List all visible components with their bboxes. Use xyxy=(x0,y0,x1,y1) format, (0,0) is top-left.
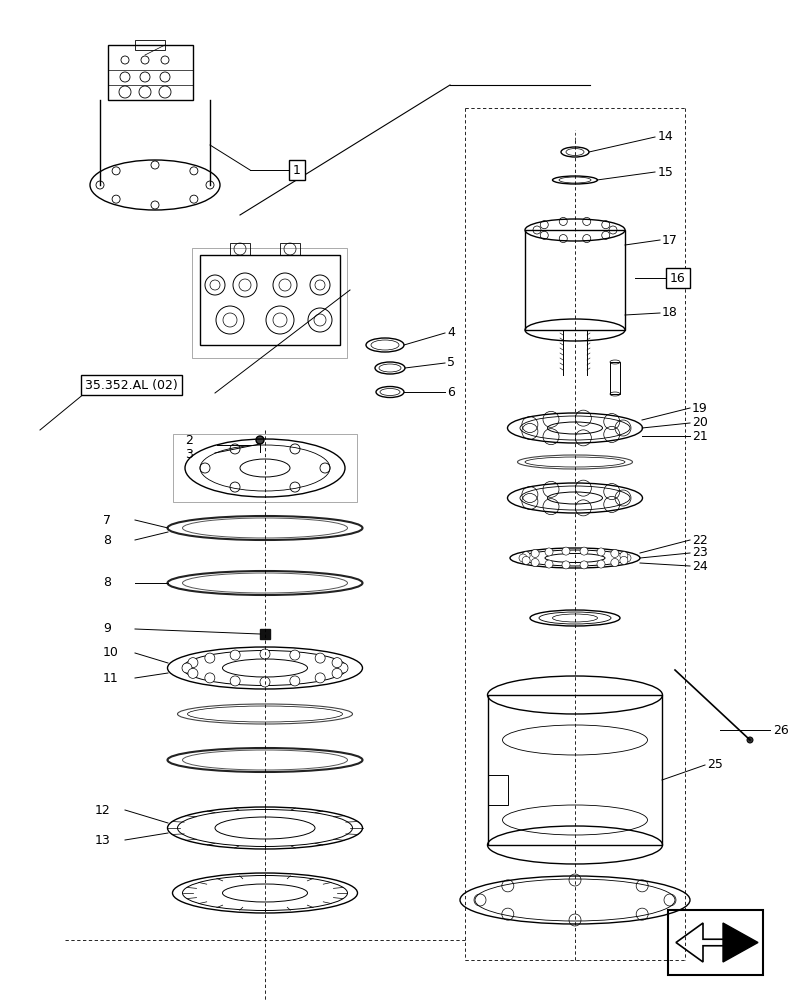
Circle shape xyxy=(182,663,192,673)
Bar xyxy=(200,255,340,345)
Bar xyxy=(108,45,193,100)
Text: 7: 7 xyxy=(103,514,111,526)
Circle shape xyxy=(522,552,530,560)
Circle shape xyxy=(580,547,588,555)
Circle shape xyxy=(290,650,300,660)
Circle shape xyxy=(545,560,553,568)
Circle shape xyxy=(290,676,300,686)
Circle shape xyxy=(620,552,628,560)
Circle shape xyxy=(597,548,605,556)
Circle shape xyxy=(597,560,605,568)
Text: 6: 6 xyxy=(447,385,455,398)
Text: 10: 10 xyxy=(103,647,119,660)
Bar xyxy=(173,434,357,502)
Text: 35.352.AL (02): 35.352.AL (02) xyxy=(85,378,178,391)
Text: 15: 15 xyxy=(658,165,674,178)
Circle shape xyxy=(260,649,270,659)
Text: 23: 23 xyxy=(692,546,708,560)
Text: 17: 17 xyxy=(662,233,678,246)
Circle shape xyxy=(531,550,539,558)
Circle shape xyxy=(747,737,753,743)
Text: 4: 4 xyxy=(447,326,455,340)
Circle shape xyxy=(332,668,342,678)
Text: 20: 20 xyxy=(692,416,708,430)
Polygon shape xyxy=(723,923,758,962)
Circle shape xyxy=(188,668,198,678)
Circle shape xyxy=(230,650,240,660)
Text: 19: 19 xyxy=(692,401,708,414)
Text: 2: 2 xyxy=(185,434,193,446)
Bar xyxy=(668,910,763,975)
Circle shape xyxy=(620,556,628,564)
Bar xyxy=(610,362,620,394)
Circle shape xyxy=(205,673,215,683)
Text: 24: 24 xyxy=(692,560,708,572)
Text: 21: 21 xyxy=(692,430,708,442)
Circle shape xyxy=(230,676,240,686)
Circle shape xyxy=(188,658,198,668)
Bar xyxy=(192,248,347,358)
Circle shape xyxy=(315,653,325,663)
Text: 26: 26 xyxy=(773,724,789,736)
Bar xyxy=(135,40,165,50)
Circle shape xyxy=(256,436,264,444)
Circle shape xyxy=(519,554,527,562)
Bar xyxy=(230,243,250,255)
Text: 9: 9 xyxy=(103,622,111,636)
Circle shape xyxy=(562,561,570,569)
Circle shape xyxy=(562,547,570,555)
Text: 22: 22 xyxy=(692,534,708,546)
Text: 16: 16 xyxy=(670,271,686,284)
Bar xyxy=(280,243,300,255)
Circle shape xyxy=(260,677,270,687)
Text: 11: 11 xyxy=(103,672,119,684)
Circle shape xyxy=(580,561,588,569)
Text: 8: 8 xyxy=(103,576,111,589)
Polygon shape xyxy=(676,923,733,962)
Bar xyxy=(488,695,662,845)
Circle shape xyxy=(332,658,342,668)
Circle shape xyxy=(338,663,348,673)
Circle shape xyxy=(522,556,530,564)
Text: 1: 1 xyxy=(293,163,301,176)
Text: 14: 14 xyxy=(658,130,674,143)
Text: 25: 25 xyxy=(707,758,723,772)
Text: 3: 3 xyxy=(185,448,193,462)
Bar xyxy=(525,230,625,330)
Text: 8: 8 xyxy=(103,534,111,546)
Text: 13: 13 xyxy=(95,834,111,846)
Circle shape xyxy=(531,558,539,566)
Circle shape xyxy=(623,554,631,562)
Circle shape xyxy=(315,673,325,683)
Circle shape xyxy=(611,558,619,566)
Circle shape xyxy=(545,548,553,556)
Circle shape xyxy=(205,653,215,663)
Text: 5: 5 xyxy=(447,357,455,369)
Bar xyxy=(488,775,508,805)
Text: 18: 18 xyxy=(662,306,678,320)
Circle shape xyxy=(611,550,619,558)
Text: 12: 12 xyxy=(95,804,111,816)
Bar xyxy=(260,629,270,639)
